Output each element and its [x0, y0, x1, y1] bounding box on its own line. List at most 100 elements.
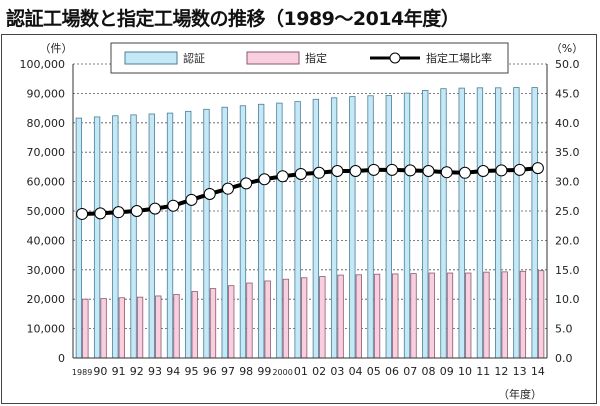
bar-certified [330, 97, 338, 359]
x-tick-label: 02 [312, 365, 326, 378]
ratio-marker [276, 170, 289, 183]
bar-certified [312, 98, 320, 359]
x-tick-label: 01 [294, 365, 308, 378]
legend-swatch-certified [124, 51, 178, 65]
bar-designated [483, 271, 490, 359]
ratio-marker [94, 207, 107, 220]
y-tick-label: 80,000 [27, 117, 66, 130]
bar-designated [191, 291, 198, 359]
bar-certified [75, 117, 83, 359]
y2-tick-label: 5.0 [555, 323, 573, 336]
bar-designated [537, 270, 545, 359]
x-tick-label: 14 [531, 365, 545, 378]
bar-designated [373, 273, 381, 359]
x-tick-label: 03 [330, 365, 344, 378]
x-tick-label: 11 [476, 365, 490, 378]
y-tick-label: 10,000 [27, 323, 66, 336]
y2-axis-label: （%） [551, 42, 583, 55]
x-tick-label: 06 [385, 365, 399, 378]
ratio-marker [313, 166, 326, 179]
bar-certified [166, 112, 174, 359]
bar-designated [282, 278, 290, 359]
y-tick-label: 100,000 [20, 58, 66, 71]
x-tick-label: 1989 [72, 368, 92, 377]
ratio-marker [258, 173, 271, 186]
x-tick-label: 96 [203, 365, 217, 378]
bar-designated [209, 288, 217, 359]
y-tick-label: 0 [58, 352, 65, 365]
ratio-marker [367, 163, 380, 176]
bar-certified [203, 108, 210, 359]
bar-designated [465, 272, 472, 359]
x-tick-label: 10 [458, 365, 472, 378]
x-tick-label: 95 [185, 365, 199, 378]
ratio-marker [458, 166, 471, 179]
bar-certified [130, 114, 137, 359]
ratio-marker [112, 206, 125, 219]
ratio-marker [76, 207, 89, 220]
bar-certified [458, 87, 465, 359]
y2-tick-label: 50.0 [555, 58, 580, 71]
ratio-marker [349, 165, 362, 178]
bar-designated [173, 294, 180, 359]
y-tick-label: 40,000 [27, 234, 66, 247]
ratio-marker [513, 163, 526, 176]
bar-designated [446, 272, 454, 359]
bar-certified [367, 95, 374, 359]
x-axis-label: （年度） [498, 387, 542, 401]
bar-designated [118, 297, 125, 359]
y-tick-label: 90,000 [27, 87, 66, 100]
ratio-marker [185, 193, 198, 206]
legend-swatch-designated [246, 51, 300, 65]
bar-certified [276, 102, 283, 359]
ratio-marker [331, 165, 344, 178]
x-tick-label: 05 [367, 365, 381, 378]
ratio-marker [495, 164, 508, 177]
bar-designated [392, 273, 399, 359]
bar-designated [228, 285, 235, 359]
bar-certified [349, 96, 356, 359]
y2-tick-label: 40.0 [555, 117, 580, 130]
bar-certified [422, 90, 429, 359]
legend-label-designated: 指定 [305, 51, 327, 65]
bar-certified [440, 88, 447, 359]
ratio-marker [422, 165, 435, 178]
ratio-marker [240, 177, 253, 190]
x-tick-label: 97 [221, 365, 235, 378]
bar-designated [100, 298, 107, 359]
ratio-marker [130, 205, 143, 217]
y2-tick-label: 15.0 [555, 264, 580, 277]
bar-certified [513, 87, 520, 359]
x-tick-label: 13 [513, 365, 527, 378]
bar-designated [246, 282, 253, 359]
y2-tick-label: 25.0 [555, 205, 580, 218]
bar-designated [155, 295, 162, 359]
x-tick-label: 07 [403, 365, 417, 378]
chart-title: 認証工場数と指定工場数の推移（1989～2014年度） [6, 8, 460, 30]
x-tick-label: 04 [349, 365, 363, 378]
bar-certified [476, 87, 484, 359]
x-tick-label: 94 [166, 365, 180, 378]
bar-certified [258, 103, 265, 359]
y2-tick-label: 10.0 [555, 293, 580, 306]
y-axis-label: （件） [40, 42, 73, 55]
ratio-marker [203, 187, 216, 200]
legend-box [110, 42, 509, 74]
y-tick-label: 60,000 [27, 176, 66, 189]
bar-certified [221, 106, 228, 359]
ratio-marker [386, 163, 399, 176]
x-tick-label: 2000 [272, 368, 292, 377]
y2-tick-label: 20.0 [555, 234, 580, 247]
y-tick-label: 30,000 [27, 264, 66, 277]
ratio-marker [440, 166, 453, 179]
ratio-marker [167, 199, 180, 212]
bar-designated [355, 274, 362, 359]
ratio-marker [404, 164, 417, 177]
legend-marker-ratio [389, 52, 401, 64]
x-tick-label: 93 [148, 365, 162, 378]
y2-tick-label: 45.0 [555, 87, 580, 100]
bar-designated [264, 280, 271, 359]
bar-designated [337, 274, 344, 359]
